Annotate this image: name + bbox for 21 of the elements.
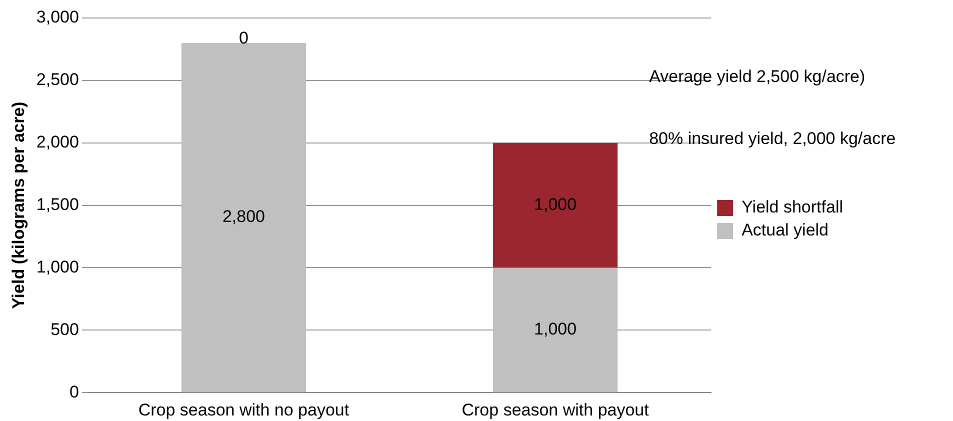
y-tick-label: 1,500 <box>36 194 79 214</box>
y-tick-label: 2,500 <box>36 70 79 90</box>
data-label: 1,000 <box>534 194 577 214</box>
data-label: 2,800 <box>222 207 265 226</box>
legend-label: Actual yield <box>742 220 829 240</box>
annotation: Average yield 2,500 kg/acre) <box>649 67 866 86</box>
y-tick-label: 2,000 <box>36 132 79 152</box>
bar <box>181 42 306 392</box>
y-tick-label: 500 <box>50 320 79 339</box>
data-label: 0 <box>238 28 248 48</box>
data-label: 1,000 <box>534 320 577 339</box>
x-tick-label: Crop season with payout <box>462 400 650 420</box>
y-tick-label: 3,000 <box>36 8 79 27</box>
bar <box>492 142 618 268</box>
y-tick-label: 1,000 <box>36 257 79 276</box>
legend-label: Yield shortfall <box>742 198 844 217</box>
y-axis-title: Yield (kilograms per acre) <box>8 102 28 309</box>
annotation: 80% insured yield, 2,000 kg/acre <box>649 129 896 148</box>
y-tick-label: 0 <box>69 382 79 402</box>
x-tick-label: Crop season with no payout <box>138 400 350 420</box>
bar <box>492 268 618 392</box>
